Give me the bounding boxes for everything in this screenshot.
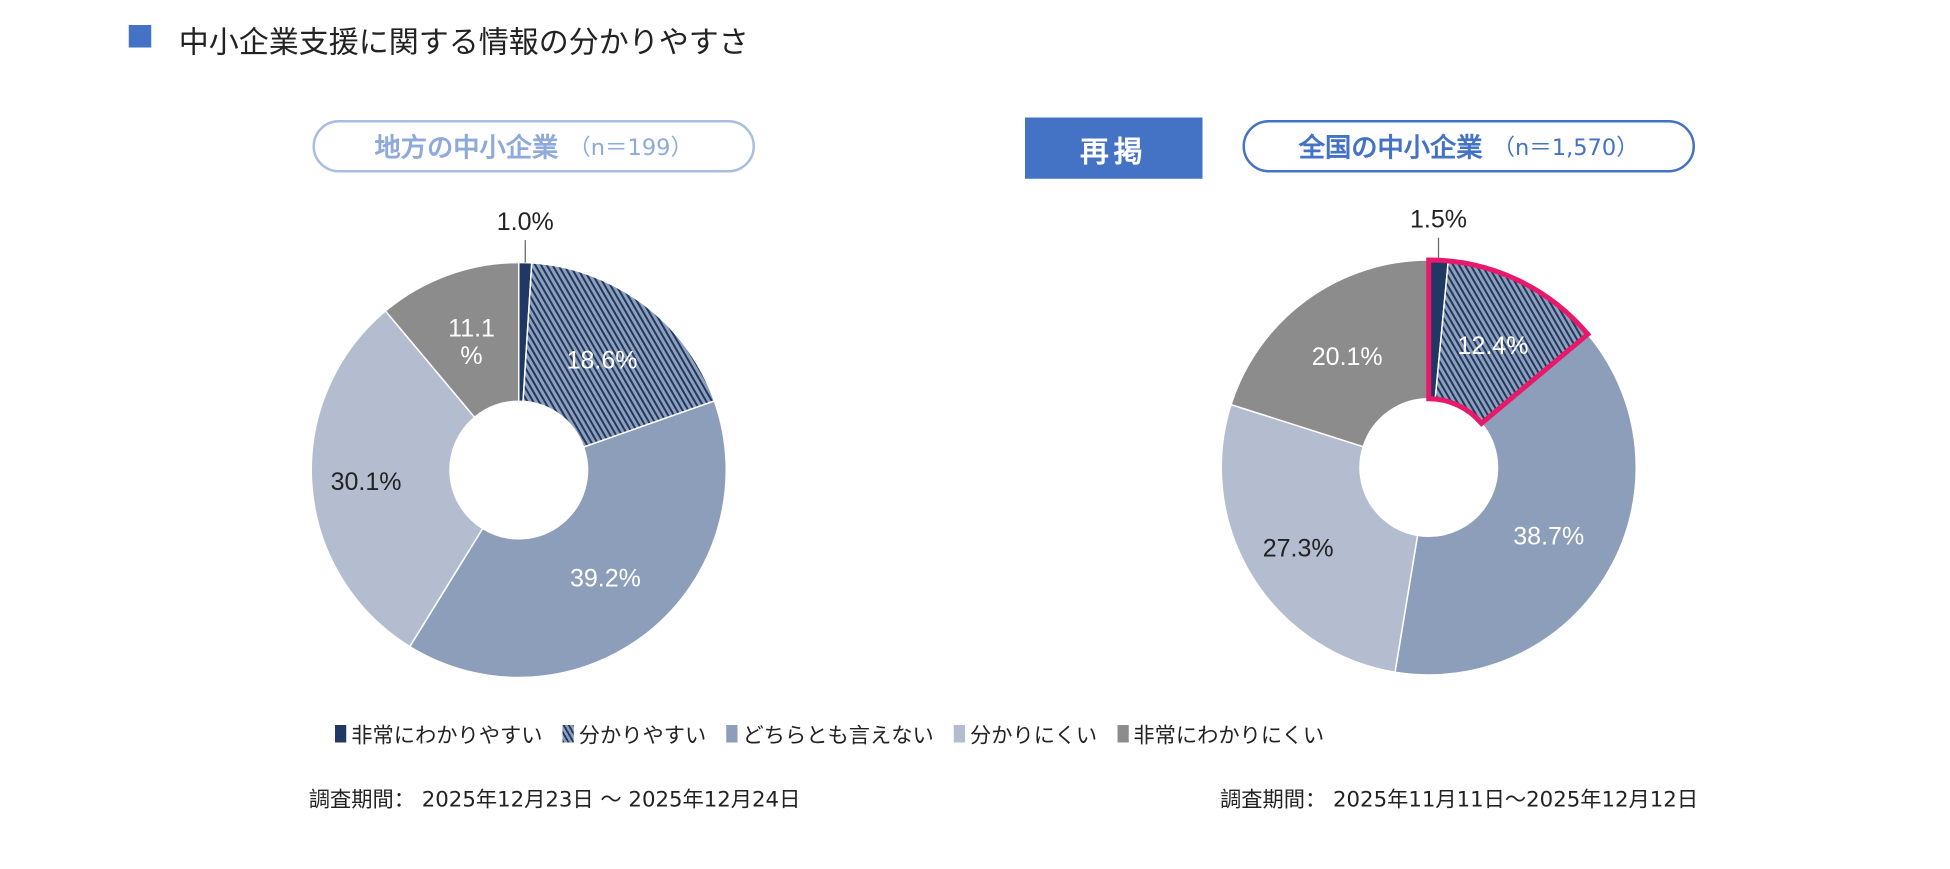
page-title: 中小企業支援に関する情報の分かりやすさ [178, 25, 749, 60]
title-marker [128, 25, 152, 48]
legend-swatch [726, 724, 738, 742]
right-label-neutral: 38.7% [1513, 523, 1584, 551]
left-slice-hard [310, 309, 484, 648]
right-donut-chart: 1.5% 12.4% 38.7% 27.3% 20.1% [1220, 206, 1637, 676]
legend-item: どちらとも言えない [726, 718, 934, 749]
right-label-very-easy: 1.5% [1410, 206, 1467, 234]
right-highlight-outline [1426, 257, 1592, 427]
repost-badge: 再掲 [1025, 117, 1203, 179]
right-chart-n: （n＝1,570） [1492, 135, 1639, 162]
right-chart-title: 全国の中小企業 （n＝1,570） [1242, 120, 1695, 173]
legend-label: どちらとも言えない [742, 723, 934, 749]
left-chart-n: （n＝199） [568, 135, 693, 162]
left-donut-chart: 1.0% 18.6% 39.2% 30.1% 11.1% [310, 208, 727, 679]
legend-label: 非常にわかりにくい [1133, 723, 1325, 749]
donut-charts: 1.0% 18.6% 39.2% 30.1% 11.1% 1.5% 12.4% 38.7% 2… [310, 206, 1637, 679]
right-slice-neutral [1394, 333, 1637, 676]
left-slice-easy [522, 262, 716, 449]
legend-item: 分かりやすい [562, 718, 707, 749]
left-chart-title: 地方の中小企業 （n＝199） [312, 120, 755, 173]
legend-swatch [953, 724, 965, 742]
left-slice-very-hard [384, 261, 520, 419]
left-label-easy: 18.6% [567, 347, 638, 375]
legend-item: 非常にわかりにくい [1117, 718, 1324, 749]
left-chart-title-text: 地方の中小企業 [374, 132, 559, 163]
left-label-very-easy: 1.0% [497, 208, 554, 236]
legend-label: 非常にわかりやすい [351, 723, 543, 749]
legend-label: 分かりにくい [970, 723, 1098, 749]
legend-swatch [562, 724, 574, 742]
left-survey-period: 調査期間： 2025年12月23日 ～ 2025年12月24日 [308, 787, 801, 813]
legend: 非常にわかりやすい 分かりやすい どちらとも言えない 分かりにくい 非常にわかりにくい [335, 718, 1324, 749]
right-survey-period: 調査期間： 2025年11月11日～2025年12月12日 [1220, 787, 1699, 813]
right-slice-hard [1220, 403, 1419, 674]
left-label-neutral: 39.2% [570, 564, 641, 592]
left-slice-neutral [408, 399, 727, 679]
left-label-hard: 30.1% [331, 468, 402, 496]
legend-swatch [1117, 724, 1129, 742]
legend-swatch [335, 724, 347, 742]
right-slice-very-hard [1230, 259, 1430, 448]
right-label-very-hard: 20.1% [1312, 343, 1383, 371]
legend-item: 分かりにくい [953, 718, 1098, 749]
legend-label: 分かりやすい [578, 723, 707, 749]
right-label-hard: 27.3% [1263, 534, 1334, 562]
left-label-very-hard: 11.1% [448, 314, 495, 370]
right-chart-title-text: 全国の中小企業 [1298, 132, 1483, 163]
legend-item: 非常にわかりやすい [335, 718, 543, 749]
right-label-easy: 12.4% [1458, 332, 1529, 360]
